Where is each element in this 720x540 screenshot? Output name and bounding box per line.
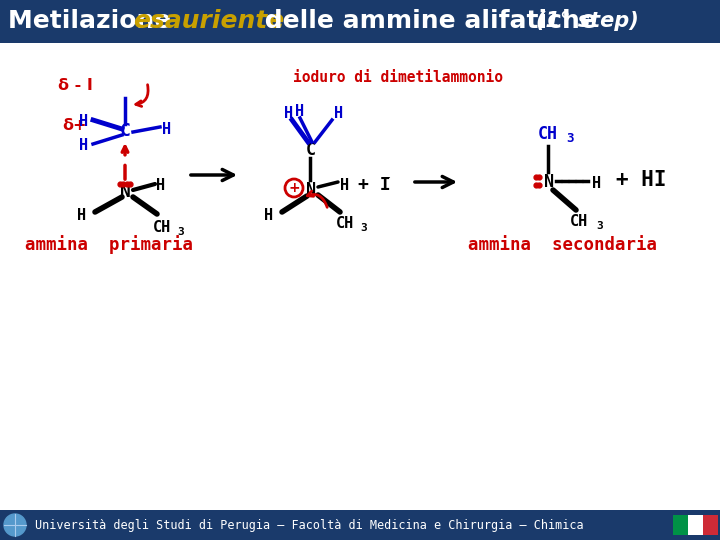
Text: ammina  primaria: ammina primaria	[25, 235, 193, 254]
Text: N: N	[306, 181, 316, 199]
Text: esauriente: esauriente	[133, 9, 284, 33]
Text: delle ammine alifatiche: delle ammine alifatiche	[256, 9, 606, 33]
Text: 3: 3	[177, 227, 184, 237]
FancyBboxPatch shape	[703, 515, 718, 535]
Text: δ - I: δ - I	[58, 78, 93, 93]
Text: 3: 3	[566, 132, 574, 145]
Text: H: H	[334, 106, 343, 122]
Text: H: H	[77, 208, 86, 224]
Text: +: +	[289, 181, 301, 195]
Text: H: H	[79, 138, 88, 153]
FancyBboxPatch shape	[688, 515, 703, 535]
Text: H: H	[592, 177, 601, 192]
FancyBboxPatch shape	[0, 510, 720, 540]
Text: H: H	[156, 179, 165, 193]
Text: CH: CH	[336, 217, 354, 232]
Text: CH: CH	[538, 125, 558, 143]
Text: H: H	[284, 106, 293, 122]
Text: H: H	[162, 122, 171, 137]
FancyBboxPatch shape	[0, 0, 720, 43]
Text: + I: + I	[358, 176, 391, 194]
Text: ammina  secondaria: ammina secondaria	[468, 236, 657, 254]
Text: C: C	[306, 141, 316, 159]
FancyBboxPatch shape	[673, 515, 688, 535]
Text: 3: 3	[596, 221, 603, 231]
Text: ioduro di dimetilammonio: ioduro di dimetilammonio	[293, 70, 503, 84]
Text: δ+: δ+	[62, 118, 86, 132]
Circle shape	[4, 514, 26, 536]
Text: H: H	[340, 178, 349, 192]
Text: ⁻: ⁻	[383, 173, 391, 188]
Text: H: H	[79, 114, 88, 130]
Text: H: H	[295, 105, 304, 119]
Text: + HI: + HI	[616, 170, 667, 190]
Text: H: H	[264, 208, 273, 224]
Text: (1° step): (1° step)	[536, 11, 639, 31]
Text: 3: 3	[360, 223, 366, 233]
Text: C: C	[120, 122, 131, 140]
Text: Metilazione: Metilazione	[8, 9, 180, 33]
Text: CH: CH	[570, 214, 588, 230]
Text: N: N	[120, 183, 131, 201]
Text: CH: CH	[153, 220, 171, 235]
Text: Università degli Studi di Perugia – Facoltà di Medicina e Chirurgia – Chimica: Università degli Studi di Perugia – Faco…	[35, 518, 584, 531]
Text: N: N	[544, 173, 554, 191]
